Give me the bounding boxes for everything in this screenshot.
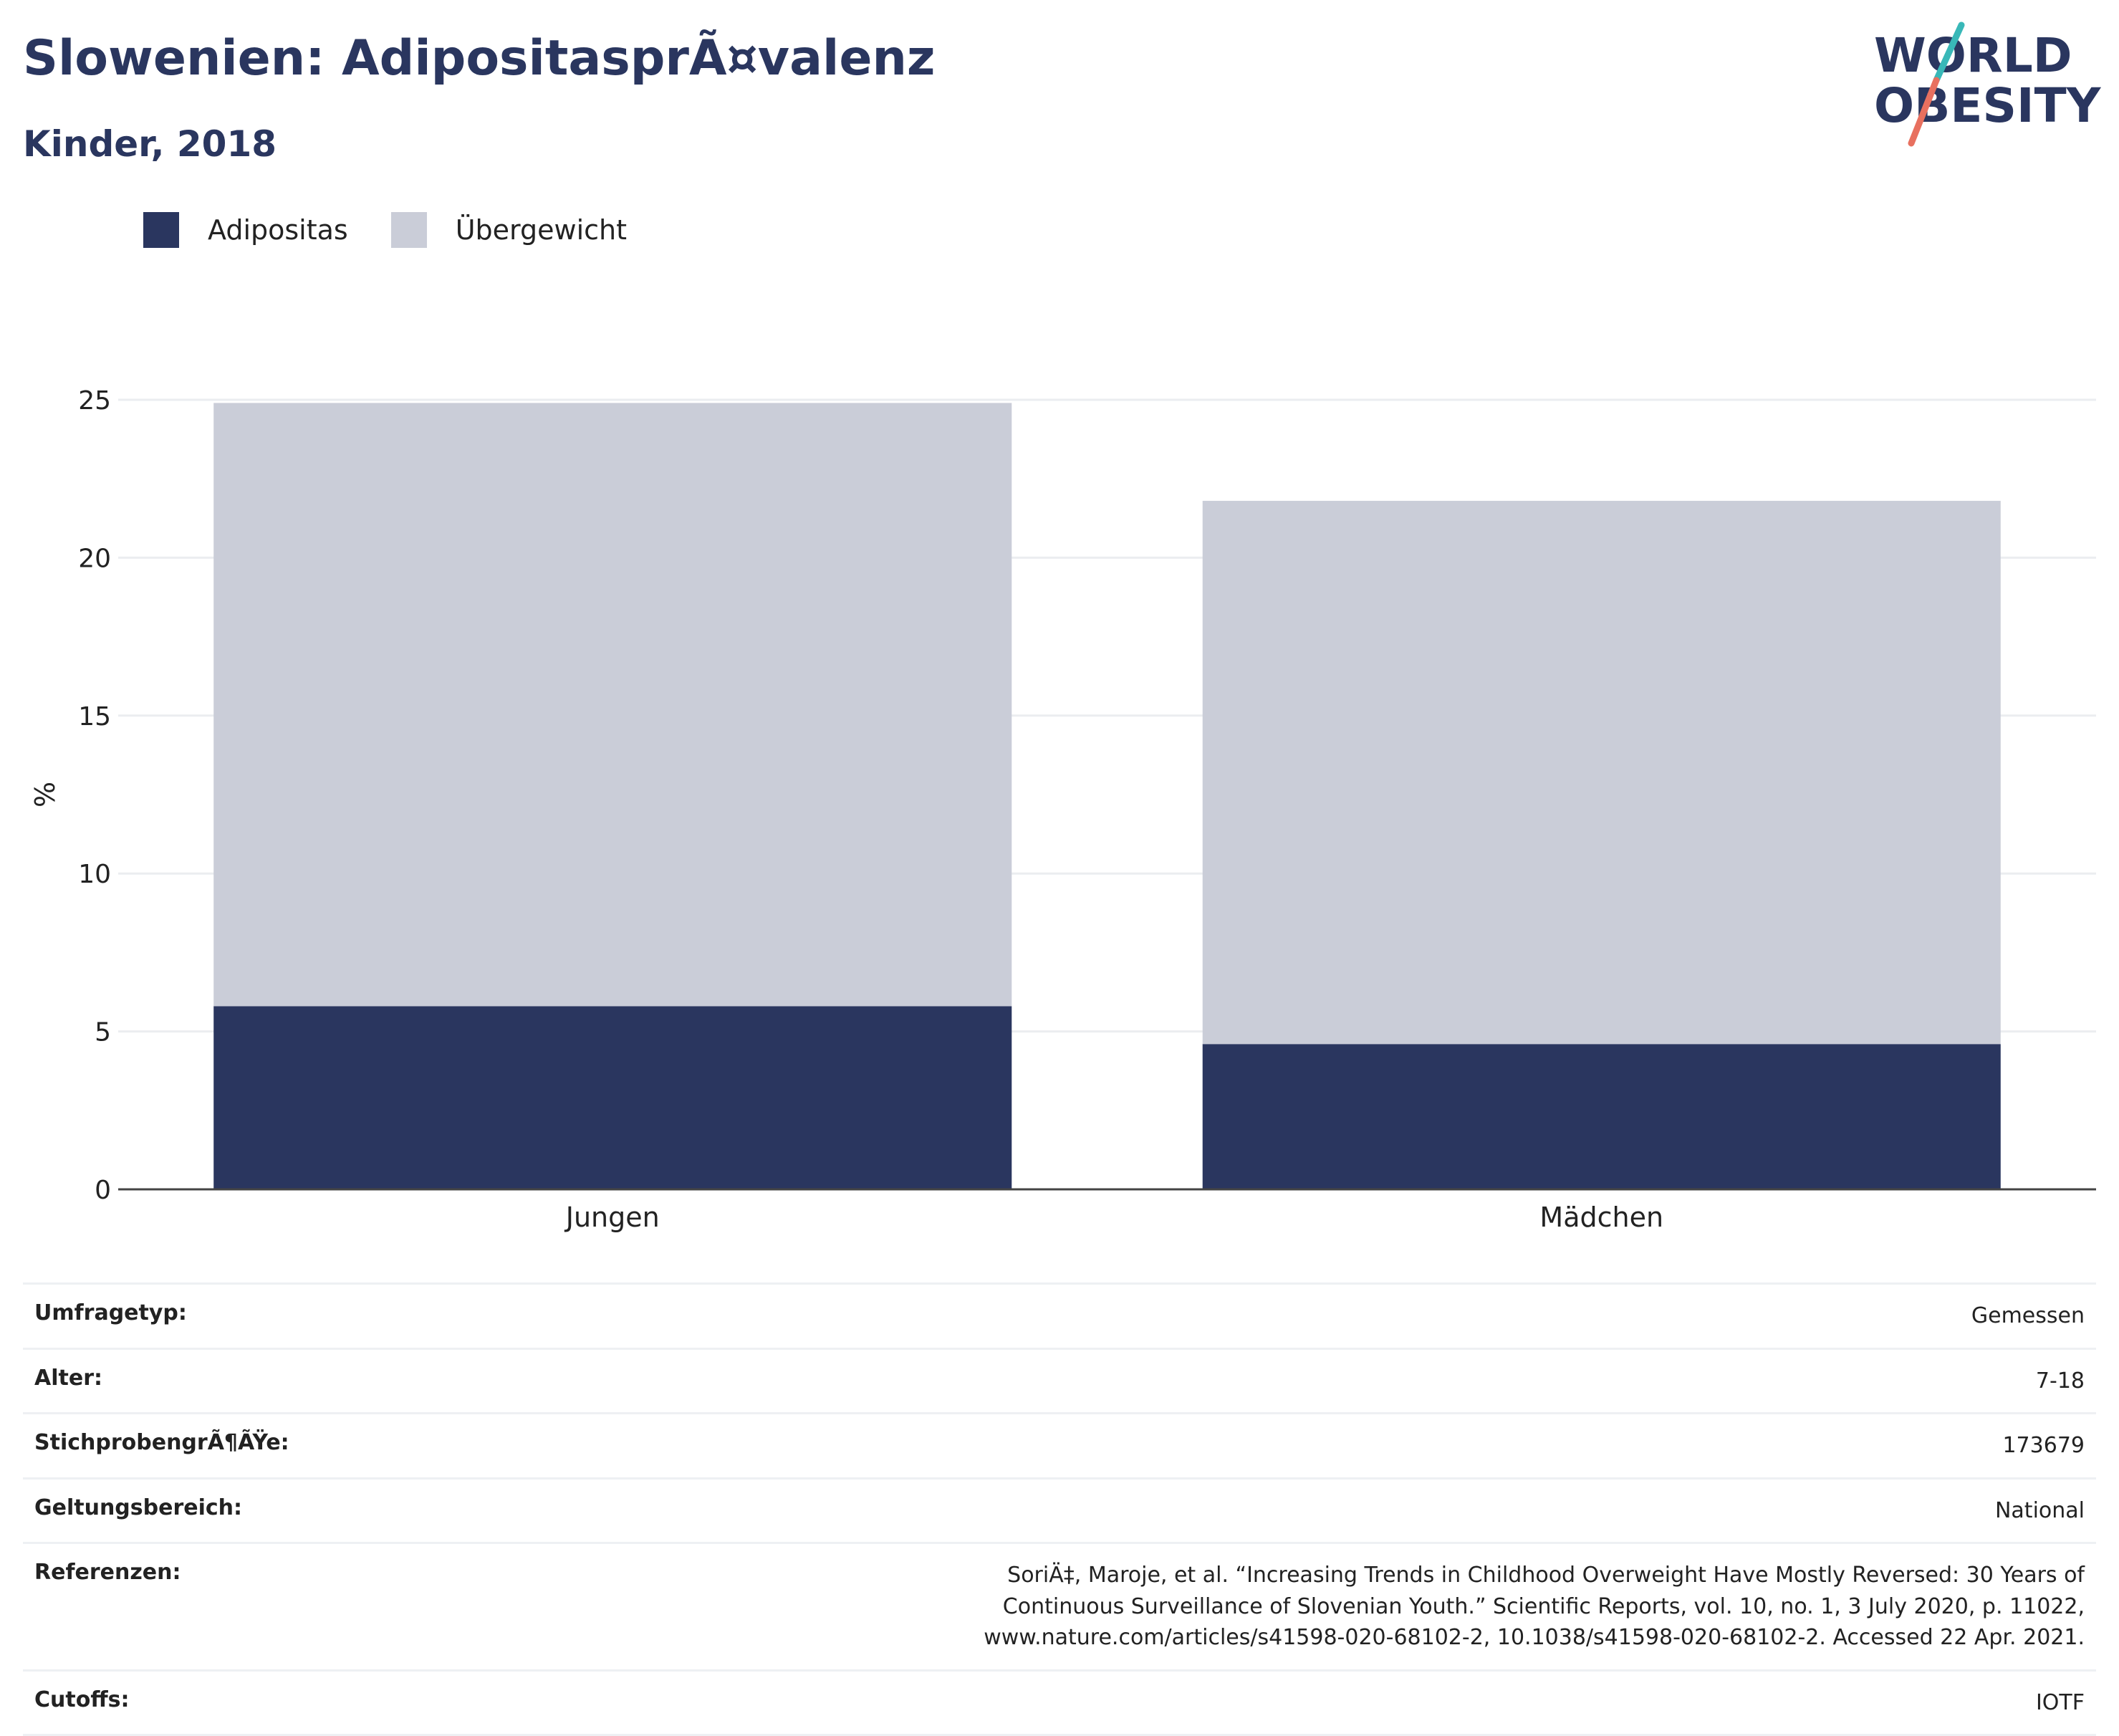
metadata-row: StichprobengrÃ¶ÃŸe: 173679 [23, 1412, 2096, 1478]
metadata-value: IOTF [300, 1669, 2096, 1736]
y-tick-label: 25 [78, 386, 111, 416]
x-tick-label: Jungen [564, 1202, 660, 1232]
y-tick-label: 15 [78, 702, 111, 732]
metadata-row: Referenzen: SoriÄ‡, Maroje, et al. “Incre… [23, 1542, 2096, 1670]
bar-chart: 0 5 10 15 20 25% Jungen Mädchen [29, 386, 2096, 1232]
legend-label-adipositas: Adipositas [208, 214, 348, 246]
legend-label-uebergewicht: Übergewicht [455, 214, 627, 246]
chart-subtitle: Kinder, 2018 [23, 123, 277, 165]
logo-text-obesity: OBESITY [1874, 78, 2102, 133]
metadata-key: Umfragetyp: [23, 1282, 301, 1348]
legend-item-uebergewicht: Übergewicht [390, 212, 627, 248]
y-tick-label: 0 [95, 1176, 111, 1205]
metadata-key: Alter: [23, 1347, 301, 1414]
metadata-value: SoriÄ‡, Maroje, et al. “Increasing Trend… [300, 1542, 2096, 1670]
legend-swatch-adipositas [143, 212, 179, 248]
world-obesity-logo: WORLD OBESITY [1874, 21, 2102, 147]
metadata-value: 7-18 [300, 1347, 2096, 1414]
legend-swatch-uebergewicht [390, 212, 427, 248]
logo-slash-coral [1908, 77, 1940, 147]
y-tick-label: 10 [78, 860, 111, 889]
logo-slash-teal [1933, 21, 1965, 84]
legend-item-adipositas: Adipositas [143, 212, 348, 248]
metadata-key: StichprobengrÃ¶ÃŸe: [23, 1412, 301, 1478]
metadata-row: Umfragetyp: Gemessen [23, 1282, 2096, 1348]
y-axis-label: % [29, 782, 61, 807]
metadata-row: Cutoffs: IOTF [23, 1669, 2096, 1736]
metadata-value: Gemessen [300, 1282, 2096, 1348]
axis-layer: 0 5 10 15 20 25% Jungen Mädchen [29, 386, 2096, 1232]
y-tick-label: 20 [78, 544, 111, 573]
metadata-table: Umfragetyp: Gemessen Alter: 7-18 Stichproben… [23, 1282, 2096, 1736]
y-tick-label: 5 [95, 1018, 111, 1047]
metadata-key: Cutoffs: [23, 1669, 301, 1736]
x-tick-label: Mädchen [1539, 1202, 1663, 1232]
bar-adipositas-1 [1202, 1044, 2001, 1189]
metadata-value: National [300, 1477, 2096, 1543]
metadata-key: Referenzen: [23, 1542, 301, 1670]
metadata-row: Geltungsbereich: National [23, 1477, 2096, 1543]
bars-layer [213, 403, 2001, 1189]
logo-text-world: WORLD [1874, 28, 2072, 83]
bar-uebergewicht-1 [1202, 501, 2001, 1045]
metadata-row: Alter: 7-18 [23, 1347, 2096, 1414]
chart-legend: Adipositas Übergewicht [143, 212, 670, 248]
metadata-key: Geltungsbereich: [23, 1477, 301, 1543]
metadata-value: 173679 [300, 1412, 2096, 1478]
bar-uebergewicht-0 [213, 403, 1012, 1007]
bar-adipositas-0 [213, 1006, 1012, 1189]
chart-title: Slowenien: AdipositasprÃ¤valenz [23, 30, 936, 87]
